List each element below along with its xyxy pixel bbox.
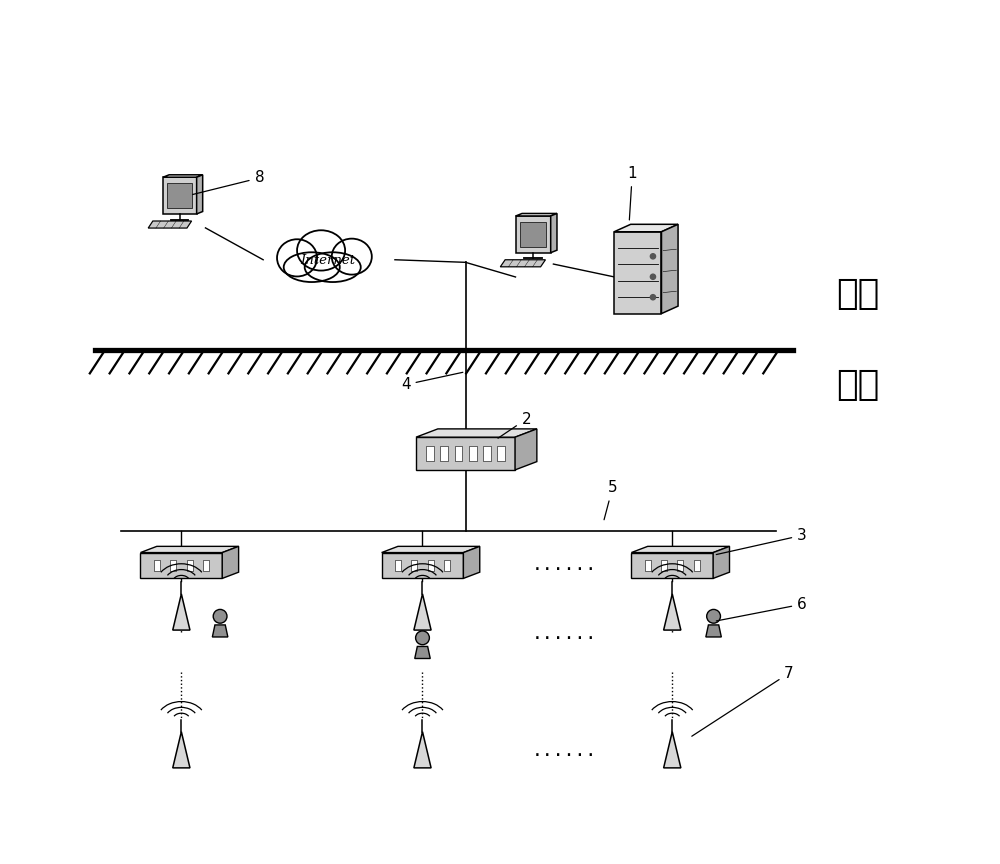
Text: ......: ...... (532, 626, 597, 644)
Bar (444, 560, 450, 571)
Bar (677, 560, 683, 571)
Polygon shape (414, 594, 431, 630)
Text: 6: 6 (716, 597, 807, 621)
Text: 井下: 井下 (836, 368, 879, 402)
Bar (203, 560, 209, 571)
Circle shape (213, 609, 227, 623)
Circle shape (650, 274, 656, 279)
Polygon shape (222, 546, 239, 578)
Text: ......: ...... (532, 556, 597, 575)
Bar (631, 553, 713, 578)
Polygon shape (148, 221, 192, 228)
Bar (661, 560, 667, 571)
Text: 7: 7 (692, 665, 794, 736)
Text: 3: 3 (716, 528, 807, 555)
Bar (140, 553, 222, 578)
Polygon shape (614, 225, 678, 232)
Circle shape (650, 254, 656, 259)
Circle shape (707, 609, 720, 623)
Polygon shape (631, 546, 730, 553)
Text: 1: 1 (627, 166, 637, 220)
Ellipse shape (305, 252, 361, 282)
Bar (694, 560, 700, 571)
Bar (382, 553, 463, 578)
Text: ......: ...... (532, 741, 597, 759)
Polygon shape (414, 732, 431, 768)
Polygon shape (197, 175, 203, 214)
Text: 5: 5 (604, 480, 617, 520)
Bar (483, 447, 491, 461)
Circle shape (416, 631, 429, 645)
Text: 8: 8 (193, 170, 264, 194)
Polygon shape (664, 594, 681, 630)
Polygon shape (664, 732, 681, 768)
Ellipse shape (332, 238, 372, 275)
Text: Internet: Internet (300, 254, 355, 267)
Text: 4: 4 (401, 372, 463, 392)
Bar (411, 560, 417, 571)
Ellipse shape (297, 231, 345, 270)
Bar (428, 560, 434, 571)
Bar (614, 232, 661, 314)
Polygon shape (173, 594, 190, 630)
Polygon shape (713, 546, 730, 578)
Circle shape (650, 295, 656, 300)
Bar (154, 560, 160, 571)
Polygon shape (212, 625, 228, 637)
Ellipse shape (277, 239, 317, 276)
Polygon shape (382, 546, 480, 553)
Bar (163, 177, 197, 214)
Bar (497, 447, 505, 461)
Polygon shape (500, 260, 545, 267)
Polygon shape (173, 732, 190, 768)
Text: 2: 2 (498, 411, 531, 438)
Polygon shape (140, 546, 239, 553)
Polygon shape (706, 625, 721, 637)
Bar (440, 447, 448, 461)
Polygon shape (551, 213, 557, 252)
Bar (395, 560, 401, 571)
Bar (516, 216, 551, 252)
Bar (426, 447, 434, 461)
Bar (455, 447, 462, 461)
Polygon shape (463, 546, 480, 578)
Polygon shape (416, 429, 537, 437)
Polygon shape (515, 429, 537, 470)
Polygon shape (163, 175, 203, 177)
Bar (645, 560, 651, 571)
Bar (167, 183, 192, 208)
Polygon shape (516, 213, 557, 216)
Bar (187, 560, 193, 571)
Bar (416, 437, 515, 470)
Bar (520, 222, 546, 247)
Polygon shape (661, 225, 678, 314)
Polygon shape (415, 646, 430, 658)
Bar (469, 447, 477, 461)
Text: 地面: 地面 (836, 277, 879, 311)
Ellipse shape (284, 252, 340, 282)
Bar (170, 560, 176, 571)
